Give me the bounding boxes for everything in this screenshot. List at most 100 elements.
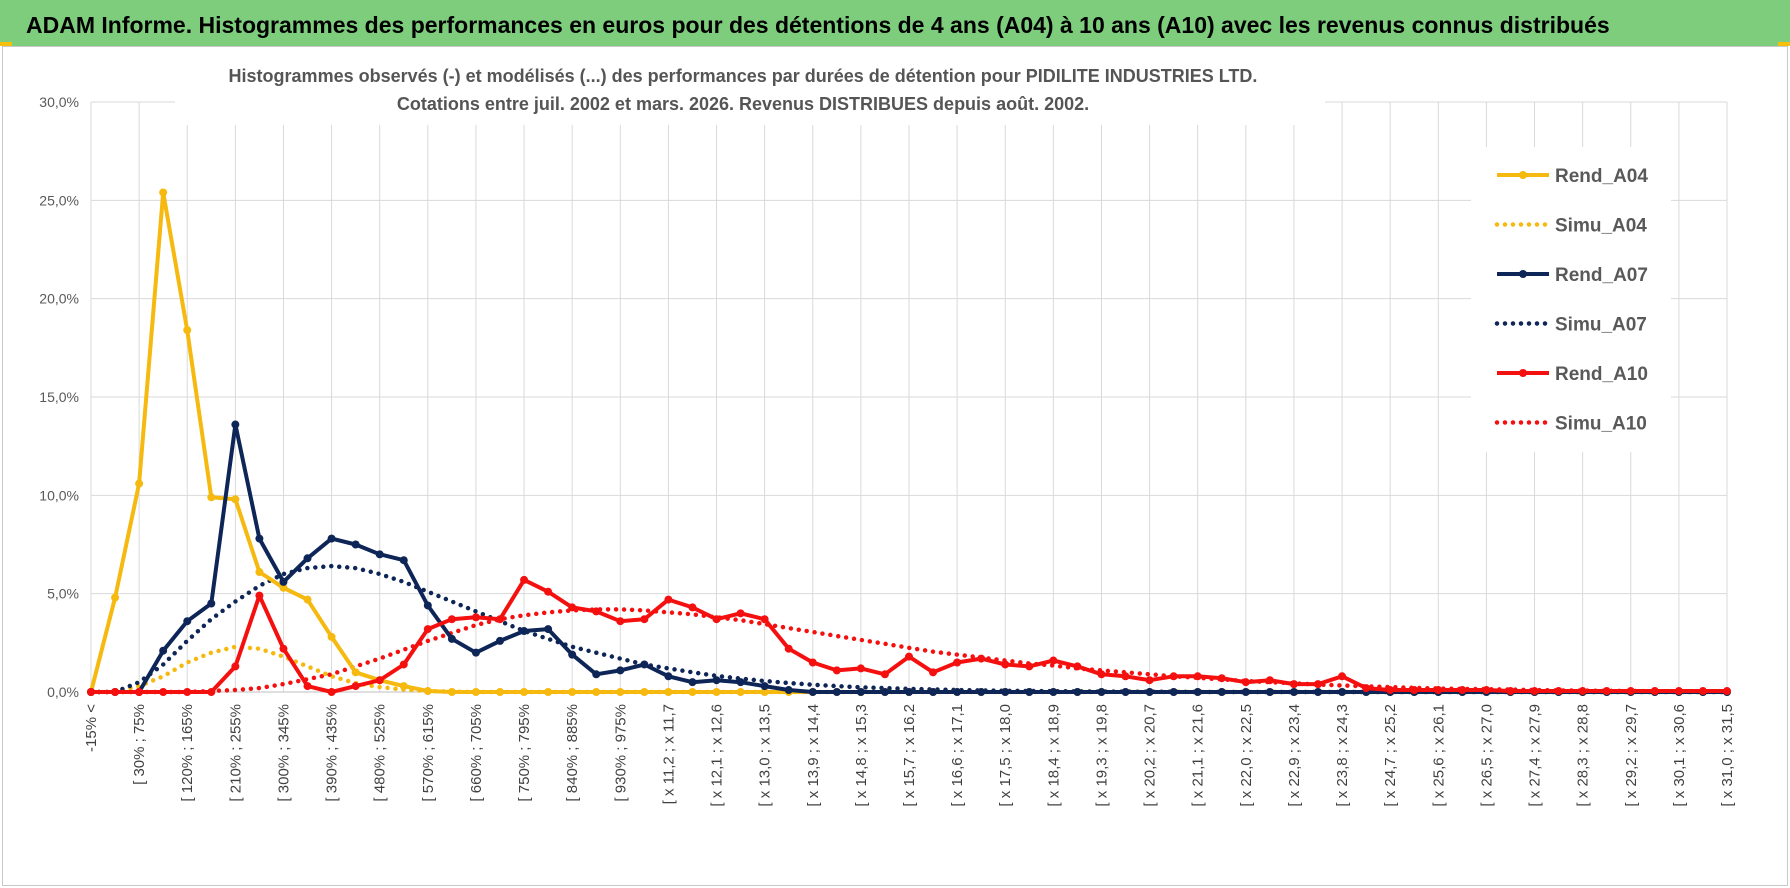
data-point (1073, 662, 1082, 671)
legend-label: Simu_A10 (1555, 414, 1647, 435)
legend-marker (1519, 270, 1527, 278)
series-rend-a10 (87, 575, 1731, 696)
y-tick-label: 5,0% (47, 586, 79, 602)
legend-background (1471, 147, 1671, 452)
x-tick-label: [ x 24,7 ; x 25,2 (1382, 704, 1399, 807)
data-point (808, 688, 817, 696)
data-point (544, 587, 553, 596)
data-point (832, 688, 841, 696)
data-point (1289, 680, 1298, 689)
data-point (688, 678, 697, 687)
x-tick-label: [ x 13,0 ; x 13,5 (757, 704, 774, 807)
data-point (832, 666, 841, 675)
data-point (1506, 687, 1515, 696)
data-point (1097, 688, 1106, 696)
x-tick-label: [ x 25,6 ; x 26,1 (1430, 704, 1447, 807)
x-tick-label: [ 120% ; 165% (179, 704, 196, 802)
data-point (1265, 688, 1274, 696)
data-point (977, 654, 986, 663)
data-point (1338, 688, 1347, 696)
data-point (1410, 686, 1419, 695)
x-tick-label: [ 210% ; 255% (227, 704, 244, 802)
legend-label: Rend_A04 (1555, 166, 1648, 187)
y-tick-label: 15,0% (39, 389, 79, 405)
data-point (135, 479, 144, 488)
data-point (279, 583, 288, 592)
data-point (351, 668, 360, 677)
data-point (447, 615, 456, 624)
data-point (880, 688, 889, 696)
x-tick-label: [ x 23,8 ; x 24,3 (1334, 704, 1351, 807)
data-point (929, 688, 938, 696)
data-point (568, 650, 577, 659)
data-point (1217, 688, 1226, 696)
data-point (135, 688, 144, 696)
x-tick-label: [ 300% ; 345% (275, 704, 292, 802)
data-point (712, 676, 721, 685)
x-tick-label: [ x 17,5 ; x 18,0 (997, 704, 1014, 807)
legend-item-simu-a04: Simu_A04 (1494, 216, 1647, 237)
data-point (688, 603, 697, 612)
data-point (1265, 676, 1274, 685)
chart-banner-title: ADAM Informe. Histogrammes des performan… (0, 0, 1790, 46)
data-point (640, 688, 649, 696)
x-tick-label: [ x 16,6 ; x 17,1 (949, 704, 966, 807)
data-point (207, 493, 216, 502)
y-tick-label: 25,0% (39, 192, 79, 208)
x-tick-label: [ x 30,1 ; x 30,6 (1671, 704, 1688, 807)
data-point (1169, 672, 1178, 681)
x-tick-label: [ x 27,4 ; x 27,9 (1527, 704, 1544, 807)
legend-item-simu-a07: Simu_A07 (1494, 315, 1647, 336)
x-tick-label: [ 30% ; 75% (131, 704, 148, 785)
data-point (111, 688, 120, 696)
data-point (327, 632, 336, 641)
data-point (520, 688, 529, 696)
chart-subtitle: Cotations entre juil. 2002 et mars. 2026… (397, 94, 1089, 114)
data-point (1626, 687, 1635, 696)
data-point (1723, 687, 1731, 696)
data-point (183, 688, 192, 696)
data-point (1049, 688, 1058, 696)
data-point (544, 688, 553, 696)
data-point (520, 575, 529, 584)
data-point (279, 577, 288, 586)
series-simu-a10 (88, 607, 1730, 695)
data-point (231, 420, 240, 429)
data-point (471, 648, 480, 657)
data-point (568, 688, 577, 696)
y-tick-label: 0,0% (47, 684, 79, 700)
x-tick-label: [ x 22,9 ; x 23,4 (1286, 704, 1303, 807)
data-point (760, 615, 769, 624)
data-point (496, 636, 504, 645)
data-point (496, 615, 504, 624)
data-point (207, 599, 216, 608)
data-point (303, 595, 312, 604)
data-point (1698, 687, 1707, 696)
data-point (544, 625, 553, 634)
x-tick-label: [ 570% ; 615% (420, 704, 437, 802)
y-tick-label: 10,0% (39, 487, 79, 503)
data-point (712, 615, 721, 624)
data-point (1650, 687, 1659, 696)
data-point (423, 625, 432, 634)
data-point (736, 688, 745, 696)
data-point (520, 627, 529, 636)
data-point (1674, 687, 1683, 696)
data-point (279, 644, 288, 653)
data-point (327, 688, 336, 696)
data-point (471, 688, 480, 696)
data-point (688, 688, 697, 696)
data-point (736, 678, 745, 687)
chart-title-box: Histogrammes observés (-) et modélisés (… (175, 61, 1325, 125)
series-line (88, 607, 1730, 695)
data-point (808, 658, 817, 667)
data-point (399, 660, 408, 669)
data-point (1241, 678, 1250, 687)
data-point (1193, 672, 1202, 681)
data-point (1121, 672, 1130, 681)
data-point (1169, 688, 1178, 696)
data-point (1386, 686, 1395, 695)
data-point (351, 540, 360, 549)
x-tick-label: [ 750% ; 795% (516, 704, 533, 802)
x-tick-label: [ x 29,2 ; x 29,7 (1623, 704, 1640, 807)
